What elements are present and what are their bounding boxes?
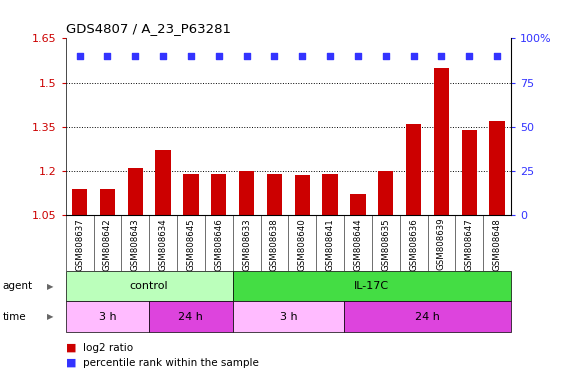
- Text: agent: agent: [3, 281, 33, 291]
- Point: [297, 53, 307, 59]
- Bar: [127, 168, 143, 215]
- Text: log2 ratio: log2 ratio: [83, 343, 133, 353]
- Text: GSM808640: GSM808640: [297, 218, 307, 271]
- Text: GSM808633: GSM808633: [242, 218, 251, 271]
- Bar: [434, 68, 449, 215]
- Text: control: control: [130, 281, 168, 291]
- Text: time: time: [3, 312, 26, 322]
- Bar: [350, 194, 365, 215]
- Text: GSM808643: GSM808643: [131, 218, 140, 271]
- Point: [186, 53, 195, 59]
- Text: 24 h: 24 h: [415, 312, 440, 322]
- Bar: [489, 121, 505, 215]
- Point: [353, 53, 363, 59]
- Bar: [72, 189, 87, 215]
- Text: 24 h: 24 h: [179, 312, 203, 322]
- Text: percentile rank within the sample: percentile rank within the sample: [83, 358, 259, 368]
- Point: [214, 53, 223, 59]
- Bar: [211, 174, 227, 215]
- Text: GSM808645: GSM808645: [186, 218, 195, 271]
- Bar: [461, 130, 477, 215]
- Text: GSM808637: GSM808637: [75, 218, 84, 271]
- Point: [270, 53, 279, 59]
- Text: GSM808644: GSM808644: [353, 218, 363, 271]
- Point: [409, 53, 418, 59]
- Text: GSM808641: GSM808641: [325, 218, 335, 271]
- Text: GSM808639: GSM808639: [437, 218, 446, 270]
- Text: GSM808642: GSM808642: [103, 218, 112, 271]
- Text: GSM808635: GSM808635: [381, 218, 391, 271]
- Bar: [183, 174, 199, 215]
- Point: [437, 53, 446, 59]
- Text: GDS4807 / A_23_P63281: GDS4807 / A_23_P63281: [66, 22, 231, 35]
- Text: GSM808647: GSM808647: [465, 218, 474, 271]
- Text: GSM808636: GSM808636: [409, 218, 418, 271]
- Point: [159, 53, 168, 59]
- Bar: [100, 189, 115, 215]
- Point: [465, 53, 474, 59]
- Text: GSM808634: GSM808634: [159, 218, 168, 271]
- Text: ■: ■: [66, 358, 76, 368]
- Point: [381, 53, 391, 59]
- Point: [75, 53, 84, 59]
- Text: GSM808638: GSM808638: [270, 218, 279, 271]
- Bar: [239, 171, 254, 215]
- Point: [325, 53, 335, 59]
- Bar: [378, 171, 393, 215]
- Text: GSM808648: GSM808648: [493, 218, 502, 271]
- Bar: [295, 175, 310, 215]
- Bar: [267, 174, 282, 215]
- Point: [131, 53, 140, 59]
- Text: 3 h: 3 h: [99, 312, 116, 322]
- Text: IL-17C: IL-17C: [354, 281, 389, 291]
- Text: GSM808646: GSM808646: [214, 218, 223, 271]
- Text: ■: ■: [66, 343, 76, 353]
- Bar: [406, 124, 421, 215]
- Text: 3 h: 3 h: [280, 312, 297, 322]
- Bar: [155, 150, 171, 215]
- Point: [493, 53, 502, 59]
- Text: ▶: ▶: [47, 312, 53, 321]
- Text: ▶: ▶: [47, 281, 53, 291]
- Point: [242, 53, 251, 59]
- Point: [103, 53, 112, 59]
- Bar: [323, 174, 338, 215]
